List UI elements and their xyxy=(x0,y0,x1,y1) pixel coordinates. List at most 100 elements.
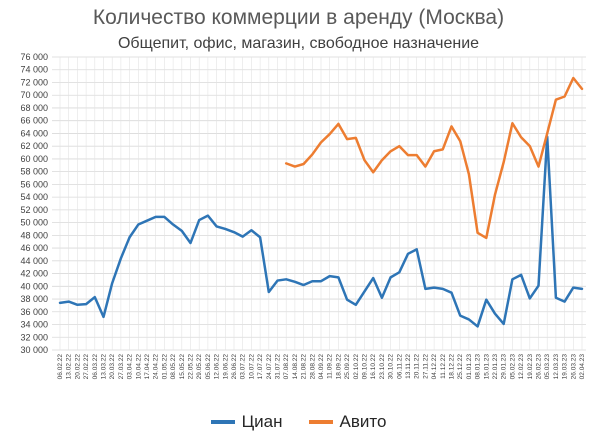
x-tick-label: 20.03.22 xyxy=(109,354,116,380)
y-tick-label: 62 000 xyxy=(20,141,48,151)
x-tick-label: 13.03.22 xyxy=(101,354,108,380)
x-tick-label: 26.06.22 xyxy=(231,354,238,380)
y-tick-label: 44 000 xyxy=(20,256,48,266)
y-tick-label: 52 000 xyxy=(20,205,48,215)
x-tick-label: 06.11.22 xyxy=(396,354,403,379)
x-tick-label: 20.11.22 xyxy=(414,354,421,379)
y-tick-label: 34 000 xyxy=(20,320,48,330)
x-tick-label: 04.12.22 xyxy=(431,354,438,380)
x-tick-label: 05.06.22 xyxy=(205,354,212,380)
y-tick-label: 72 000 xyxy=(20,77,48,87)
x-tick-label: 12.02.23 xyxy=(518,354,525,380)
y-tick-label: 60 000 xyxy=(20,154,48,164)
x-tick-label: 06.02.22 xyxy=(57,354,64,380)
legend: Циан Авито xyxy=(0,412,597,432)
x-tick-label: 18.09.22 xyxy=(335,354,342,380)
x-tick-label: 14.08.22 xyxy=(292,354,299,380)
x-tick-label: 02.04.23 xyxy=(579,354,586,380)
x-tick-label: 27.11.22 xyxy=(422,354,429,379)
x-tick-label: 31.07.22 xyxy=(275,354,282,380)
y-tick-label: 64 000 xyxy=(20,128,48,138)
x-tick-label: 20.02.22 xyxy=(74,354,81,380)
x-tick-label: 26.03.23 xyxy=(570,354,577,380)
x-tick-label: 27.03.22 xyxy=(118,354,125,380)
x-tick-label: 16.10.22 xyxy=(370,354,377,380)
x-tick-label: 26.02.23 xyxy=(536,354,543,380)
legend-swatch xyxy=(210,420,235,424)
y-tick-label: 38 000 xyxy=(20,294,48,304)
legend-item: Циан xyxy=(210,412,283,432)
y-axis-ticks: 30 000 32 000 34 000 36 000 38 000 40 000 42 0… xyxy=(20,52,48,355)
y-tick-label: 58 000 xyxy=(20,167,48,177)
y-tick-label: 30 000 xyxy=(20,345,48,355)
x-tick-label: 25.12.22 xyxy=(457,354,464,380)
x-tick-label: 22.01.23 xyxy=(492,354,499,380)
y-tick-label: 68 000 xyxy=(20,103,48,113)
y-tick-label: 48 000 xyxy=(20,230,48,240)
x-tick-label: 02.10.22 xyxy=(353,354,360,380)
x-tick-label: 07.08.22 xyxy=(283,354,290,380)
x-tick-label: 10.04.22 xyxy=(135,354,142,380)
x-tick-label: 09.10.22 xyxy=(362,354,369,380)
x-tick-label: 05.02.23 xyxy=(509,354,516,380)
legend-swatch xyxy=(308,420,333,424)
x-tick-label: 03.04.22 xyxy=(127,354,134,380)
x-tick-label: 21.08.22 xyxy=(301,354,308,380)
y-tick-label: 54 000 xyxy=(20,192,48,202)
series-lines xyxy=(58,76,584,328)
gridlines xyxy=(52,56,586,351)
x-tick-label: 13.02.22 xyxy=(66,354,73,380)
y-tick-label: 40 000 xyxy=(20,281,48,291)
x-tick-label: 19.02.23 xyxy=(527,354,534,380)
x-tick-label: 03.07.22 xyxy=(240,354,247,380)
legend-label: Циан xyxy=(241,412,283,431)
x-tick-label: 13.11.22 xyxy=(405,354,412,379)
x-tick-label: 22.05.22 xyxy=(188,354,195,380)
chart-subtitle: Общепит, офис, магазин, свободное назнач… xyxy=(117,35,480,52)
x-tick-label: 25.09.22 xyxy=(344,354,351,380)
x-tick-label: 11.12.22 xyxy=(440,354,447,379)
y-tick-label: 36 000 xyxy=(20,307,48,317)
x-tick-label: 15.05.22 xyxy=(179,354,186,380)
y-tick-label: 32 000 xyxy=(20,332,48,342)
legend-label: Авито xyxy=(339,412,387,431)
y-tick-label: 74 000 xyxy=(20,65,48,75)
x-tick-label: 23.10.22 xyxy=(379,354,386,380)
x-tick-label: 28.08.22 xyxy=(309,354,316,380)
series-line-Циан xyxy=(58,135,584,328)
x-tick-label: 08.05.22 xyxy=(170,354,177,380)
x-tick-label: 24.07.22 xyxy=(266,354,273,380)
x-tick-label: 01.05.22 xyxy=(161,354,168,380)
legend-item: Авито xyxy=(308,412,387,432)
y-tick-label: 70 000 xyxy=(20,90,48,100)
x-tick-label: 24.04.22 xyxy=(153,354,160,380)
x-tick-label: 06.03.22 xyxy=(92,354,99,380)
x-tick-label: 05.03.23 xyxy=(544,354,551,380)
y-tick-label: 46 000 xyxy=(20,243,48,253)
x-tick-label: 12.03.23 xyxy=(553,354,560,380)
x-tick-label: 04.09.22 xyxy=(318,354,325,380)
y-tick-label: 76 000 xyxy=(20,52,48,62)
x-tick-label: 15.01.23 xyxy=(483,354,490,380)
chart-title: Количество коммерции в аренду (Москва) xyxy=(92,6,505,29)
x-tick-label: 29.01.23 xyxy=(501,354,508,380)
series-line-Авито xyxy=(284,76,584,240)
x-tick-label: 11.09.22 xyxy=(327,354,334,379)
x-tick-label: 18.12.22 xyxy=(449,354,456,380)
x-tick-label: 27.02.22 xyxy=(83,354,90,380)
x-tick-label: 17.07.22 xyxy=(257,354,264,380)
x-tick-label: 19.06.22 xyxy=(222,354,229,380)
x-tick-label: 12.06.22 xyxy=(214,354,221,380)
x-tick-label: 19.03.23 xyxy=(562,354,569,380)
y-tick-label: 66 000 xyxy=(20,116,48,126)
y-tick-label: 50 000 xyxy=(20,218,48,228)
x-tick-label: 01.01.23 xyxy=(466,354,473,380)
x-tick-label: 17.04.22 xyxy=(144,354,151,380)
x-tick-label: 08.01.23 xyxy=(475,354,482,380)
y-tick-label: 42 000 xyxy=(20,269,48,279)
x-tick-label: 30.10.22 xyxy=(388,354,395,380)
y-tick-label: 56 000 xyxy=(20,179,48,189)
x-axis-ticks: 06.02.22 13.02.22 20.02.22 27.02.22 06.03.22… xyxy=(57,354,586,380)
x-tick-label: 10.07.22 xyxy=(248,354,255,380)
